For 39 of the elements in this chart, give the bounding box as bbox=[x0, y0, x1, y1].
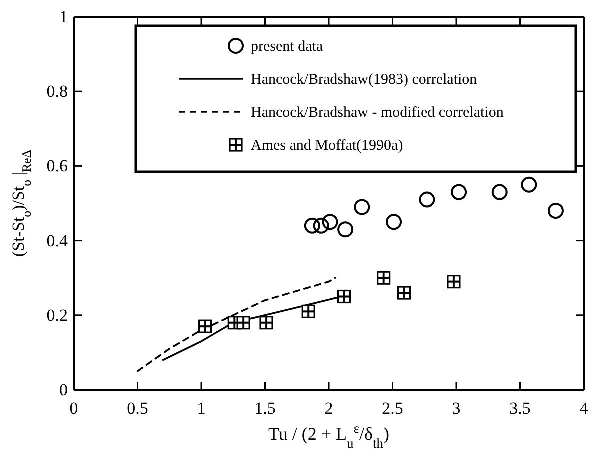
point bbox=[386, 214, 402, 230]
point bbox=[521, 176, 538, 193]
y-tick-label: 0.2 bbox=[46, 306, 68, 325]
legend-label: present data bbox=[251, 39, 324, 55]
point bbox=[338, 290, 352, 304]
y-tick-label: 0.4 bbox=[46, 231, 68, 250]
legend-label: Ames and Moffat(1990a) bbox=[251, 138, 404, 154]
point bbox=[260, 316, 274, 330]
x-tick-label: 4 bbox=[580, 399, 589, 418]
point bbox=[447, 275, 461, 289]
x-tick-label: 2.5 bbox=[382, 399, 404, 418]
point bbox=[313, 218, 330, 234]
y-tick-label: 0 bbox=[60, 380, 68, 400]
y-tick-label: 0.8 bbox=[46, 82, 68, 102]
point bbox=[397, 286, 412, 300]
point bbox=[548, 202, 564, 219]
point bbox=[236, 316, 250, 330]
point bbox=[492, 184, 508, 200]
point bbox=[377, 271, 391, 285]
point bbox=[302, 304, 316, 318]
legend-label: Hancock/Bradshaw - modified correlation bbox=[251, 105, 504, 121]
legend-label: Hancock/Bradshaw(1983) correlation bbox=[251, 72, 478, 88]
y-tick-label: 1 bbox=[60, 7, 68, 26]
y-tick-label: 0.6 bbox=[46, 156, 68, 176]
line-series bbox=[136, 277, 336, 372]
x-tick-label: 2 bbox=[324, 399, 334, 418]
x-tick-label: 3.5 bbox=[510, 399, 531, 418]
x-tick-label: 3 bbox=[452, 399, 461, 418]
point bbox=[322, 214, 338, 230]
x-tick-label: 1.5 bbox=[254, 399, 276, 418]
point bbox=[198, 320, 212, 334]
x-tick-label: 1 bbox=[197, 399, 206, 418]
point bbox=[451, 184, 468, 200]
point bbox=[338, 222, 354, 238]
point bbox=[354, 199, 370, 216]
x-axis-title: Tu / (2 + L$_{u}$$^{ε}$/δ$_{th}$) bbox=[268, 420, 390, 450]
point bbox=[304, 218, 320, 234]
point bbox=[419, 192, 436, 208]
x-tick-label: 0.5 bbox=[127, 399, 148, 418]
